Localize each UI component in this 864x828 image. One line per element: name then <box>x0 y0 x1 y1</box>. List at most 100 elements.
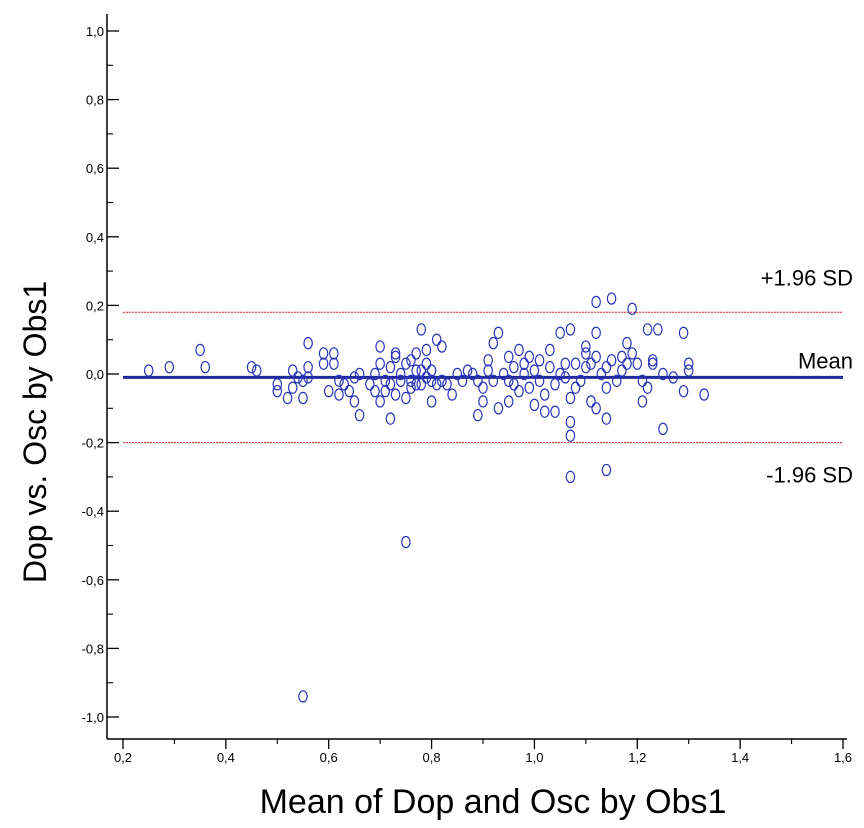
data-point <box>524 350 535 364</box>
data-point <box>287 364 298 377</box>
data-point <box>668 371 679 384</box>
data-point <box>539 388 550 401</box>
data-point <box>437 374 447 388</box>
data-point <box>416 364 427 377</box>
data-point <box>329 347 339 360</box>
data-point <box>529 398 540 412</box>
y-tick-label: 0,2 <box>86 298 104 313</box>
data-point <box>586 357 596 370</box>
data-point <box>519 367 529 381</box>
data-point <box>555 326 565 340</box>
data-point <box>421 371 432 384</box>
data-point <box>375 357 385 370</box>
data-points <box>143 292 709 703</box>
data-point <box>632 357 643 370</box>
data-point <box>570 381 581 394</box>
data-point <box>421 357 432 370</box>
data-point <box>514 343 524 357</box>
data-point <box>478 381 488 394</box>
data-point <box>606 292 617 305</box>
data-point <box>591 326 601 340</box>
data-point <box>411 378 421 391</box>
data-point <box>560 357 571 370</box>
x-tick-label: 0,6 <box>320 750 338 765</box>
x-tick-label: 1,6 <box>834 750 852 765</box>
data-point <box>601 381 612 394</box>
data-point <box>416 378 427 391</box>
axes: 1,0 0,8 0,6 0,4 0,2 0,0 -0,2 -0,4 -0,6 -0,8 -1,0 0,… <box>82 14 852 765</box>
data-point <box>447 388 457 401</box>
data-point <box>514 384 524 398</box>
y-tick-label: -0,8 <box>82 641 104 656</box>
data-point <box>555 367 565 381</box>
data-point <box>318 357 329 370</box>
data-point <box>565 470 576 484</box>
data-point <box>617 364 627 377</box>
data-point <box>591 295 601 309</box>
data-point <box>617 350 627 364</box>
data-point <box>509 378 519 391</box>
data-point <box>339 378 349 391</box>
data-point <box>401 357 411 370</box>
data-point <box>560 371 571 384</box>
reference-lines <box>123 311 843 444</box>
data-point <box>565 415 576 429</box>
data-point <box>509 360 519 374</box>
data-point <box>529 364 540 377</box>
y-tick-label: 0,4 <box>86 230 104 245</box>
data-point <box>390 388 401 401</box>
data-point <box>416 323 427 336</box>
y-tick-label: -0,6 <box>82 573 104 588</box>
data-point <box>298 391 308 405</box>
data-point <box>318 347 329 360</box>
data-point <box>498 367 509 381</box>
data-point <box>385 412 396 425</box>
data-point <box>488 336 499 350</box>
data-point <box>473 374 483 388</box>
data-point <box>385 378 396 391</box>
y-tick-label: -1,0 <box>82 710 104 725</box>
data-point <box>581 340 591 353</box>
data-point <box>251 364 262 377</box>
data-point <box>349 395 360 408</box>
data-point <box>627 302 637 316</box>
data-point <box>380 374 391 388</box>
data-point <box>375 340 385 353</box>
data-point <box>550 405 560 418</box>
data-point <box>534 354 545 367</box>
data-point <box>395 367 406 381</box>
data-point <box>282 391 293 405</box>
data-point <box>586 395 596 408</box>
data-point <box>406 354 416 367</box>
data-point <box>699 388 709 401</box>
data-point <box>334 374 344 388</box>
data-point <box>622 357 632 370</box>
data-point <box>627 347 637 360</box>
x-tick-label: 0,8 <box>423 750 441 765</box>
data-point <box>303 360 313 374</box>
data-point <box>622 336 632 350</box>
data-point <box>483 354 493 367</box>
data-point <box>390 347 401 360</box>
data-point <box>581 347 591 360</box>
data-point <box>380 384 391 398</box>
data-point <box>365 378 375 391</box>
data-point <box>611 374 622 388</box>
data-point <box>570 357 581 370</box>
y-tick-label: -0,4 <box>82 504 104 519</box>
data-point <box>143 364 154 377</box>
data-point <box>323 384 334 398</box>
data-point <box>601 360 612 374</box>
data-point <box>195 343 205 357</box>
data-point <box>390 350 401 364</box>
data-point <box>406 381 416 394</box>
data-point <box>385 360 396 374</box>
data-point <box>642 323 653 336</box>
data-point <box>591 350 601 364</box>
data-point <box>411 364 421 377</box>
data-point <box>303 336 313 350</box>
data-point <box>658 367 668 381</box>
data-point <box>581 360 591 374</box>
data-point <box>539 405 550 418</box>
data-point <box>678 384 689 398</box>
